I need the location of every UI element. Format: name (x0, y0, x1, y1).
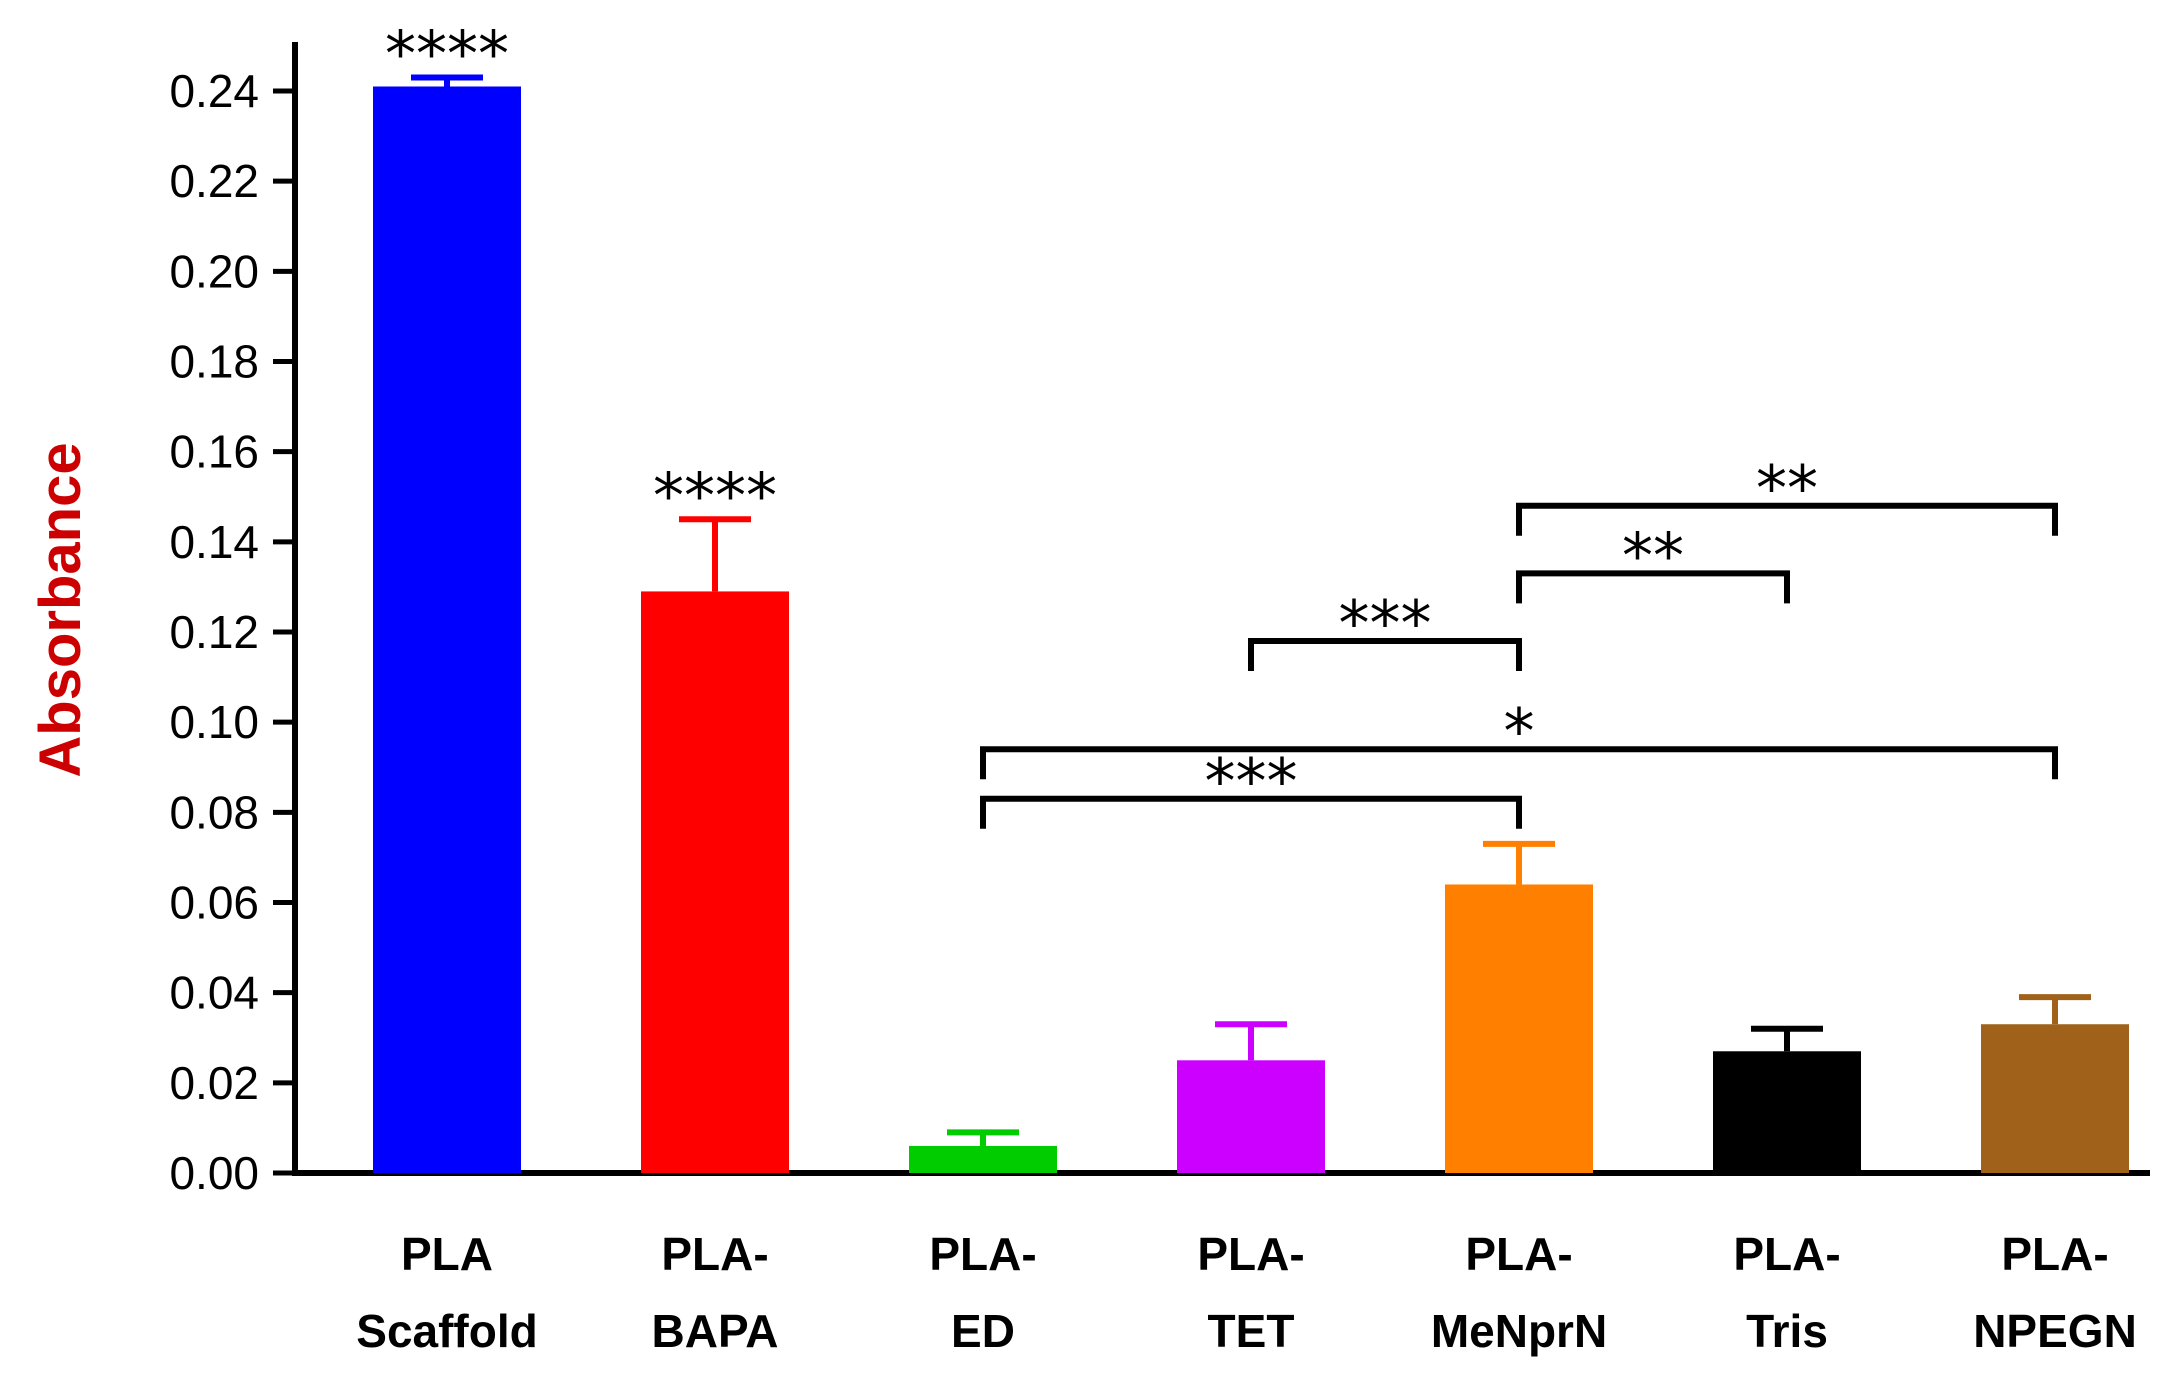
significance-label: *** (1339, 587, 1432, 660)
x-tick-label: PLA- (661, 1228, 768, 1280)
significance-label: *** (1205, 745, 1298, 818)
significance-label: ** (1622, 519, 1684, 592)
x-tick-label: PLA- (1733, 1228, 1840, 1280)
comparison-bracket (1248, 638, 1522, 672)
bar (373, 86, 521, 1173)
y-tick-label: 0.24 (169, 65, 259, 117)
y-tick-label: 0.04 (169, 967, 259, 1019)
y-tick-label: 0.20 (169, 245, 259, 297)
significance-label: **** (385, 17, 509, 90)
comparison-bracket (1516, 570, 1790, 604)
x-tick-label: NPEGN (1973, 1305, 2137, 1357)
x-tick-label: PLA- (1465, 1228, 1572, 1280)
x-tick-label: MeNprN (1431, 1305, 1607, 1357)
comparison-bracket (1516, 502, 2058, 536)
comparison-bracket (980, 795, 1522, 829)
comparison-bracket (980, 746, 2058, 780)
y-tick-label: 0.10 (169, 696, 259, 748)
significance-label: ** (1756, 452, 1818, 525)
bar (641, 591, 789, 1173)
x-tick-label: BAPA (652, 1305, 779, 1357)
bar (1981, 1024, 2129, 1173)
x-tick-label: PLA- (929, 1228, 1036, 1280)
y-tick-label: 0.16 (169, 426, 259, 478)
x-tick-label: Tris (1746, 1305, 1828, 1357)
bar (909, 1145, 1057, 1173)
y-tick-label: 0.08 (169, 786, 259, 838)
x-tick-label: PLA- (2001, 1228, 2108, 1280)
y-tick-label: 0.18 (169, 336, 259, 388)
bar (1177, 1060, 1325, 1173)
x-tick-label: ED (951, 1305, 1015, 1357)
y-tick-label: 0.00 (169, 1147, 259, 1199)
significance-label: **** (653, 459, 777, 532)
y-tick-label: 0.14 (169, 516, 259, 568)
x-tick-label: Scaffold (356, 1305, 537, 1357)
bar (1713, 1051, 1861, 1173)
significance-label: * (1504, 695, 1535, 768)
y-tick-label: 0.06 (169, 877, 259, 929)
bar (1445, 884, 1593, 1173)
x-tick-label: PLA (401, 1228, 493, 1280)
x-tick-label: PLA- (1197, 1228, 1304, 1280)
x-tick-label: TET (1208, 1305, 1295, 1357)
y-tick-label: 0.02 (169, 1057, 259, 1109)
y-axis-title: Absorbance (28, 442, 93, 777)
y-tick-label: 0.12 (169, 606, 259, 658)
y-tick-label: 0.22 (169, 155, 259, 207)
